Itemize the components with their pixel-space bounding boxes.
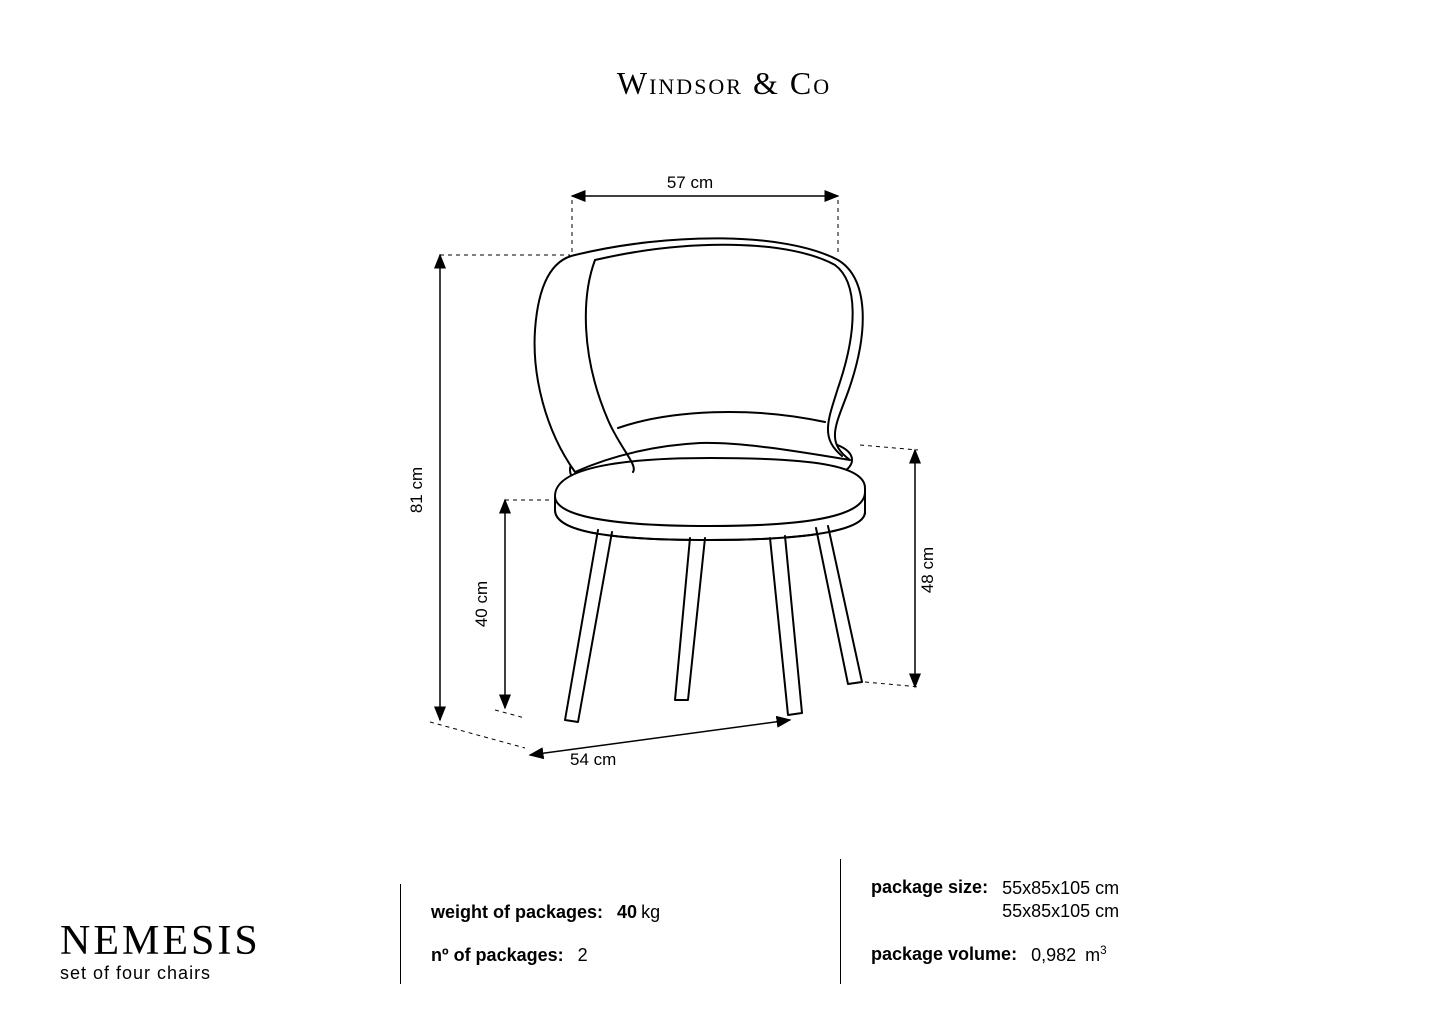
- spec-count-label: nº of packages:: [431, 945, 564, 966]
- spec-weight: weight of packages: 40kg: [431, 902, 840, 923]
- spec-count-value: 2: [578, 945, 588, 966]
- technical-drawing: 57 cm 81 cm 40 cm 48 cm 54 cm 46 cm: [370, 160, 1020, 780]
- spec-size-label: package size:: [871, 877, 988, 898]
- spec-size-line2: 55x85x105 cm: [1002, 900, 1119, 923]
- spec-size-line1: 55x85x105 cm: [1002, 877, 1119, 900]
- brand-logo: Windsor & Co: [617, 65, 831, 102]
- dim-width-top: 57 cm: [667, 173, 713, 192]
- product-name: NEMESIS: [60, 917, 400, 965]
- product-block: NEMESIS set of four chairs: [60, 917, 400, 984]
- spec-weight-label: weight of packages:: [431, 902, 603, 923]
- spec-count: nº of packages: 2: [431, 945, 840, 966]
- spec-volume-unit: m3: [1085, 945, 1107, 965]
- spec-block-right: package size: 55x85x105 cm 55x85x105 cm …: [840, 859, 1300, 984]
- spec-volume-value: 0,982: [1031, 945, 1076, 965]
- dim-height-total: 81 cm: [407, 467, 426, 513]
- spec-volume: package volume: 0,982 m3: [871, 944, 1300, 966]
- dim-seat-right: 48 cm: [918, 547, 937, 593]
- footer: NEMESIS set of four chairs weight of pac…: [60, 859, 1388, 984]
- spec-weight-value: 40: [617, 902, 637, 922]
- product-subtitle: set of four chairs: [60, 963, 400, 984]
- spec-size: package size: 55x85x105 cm 55x85x105 cm: [871, 877, 1300, 922]
- spec-volume-label: package volume:: [871, 944, 1017, 965]
- spec-weight-unit: kg: [641, 902, 660, 922]
- spec-block-left: weight of packages: 40kg nº of packages:…: [400, 884, 840, 984]
- dim-seat-inner: 40 cm: [472, 581, 491, 627]
- dim-depth-base: 54 cm: [570, 750, 616, 769]
- brand-text: Windsor & Co: [617, 65, 831, 101]
